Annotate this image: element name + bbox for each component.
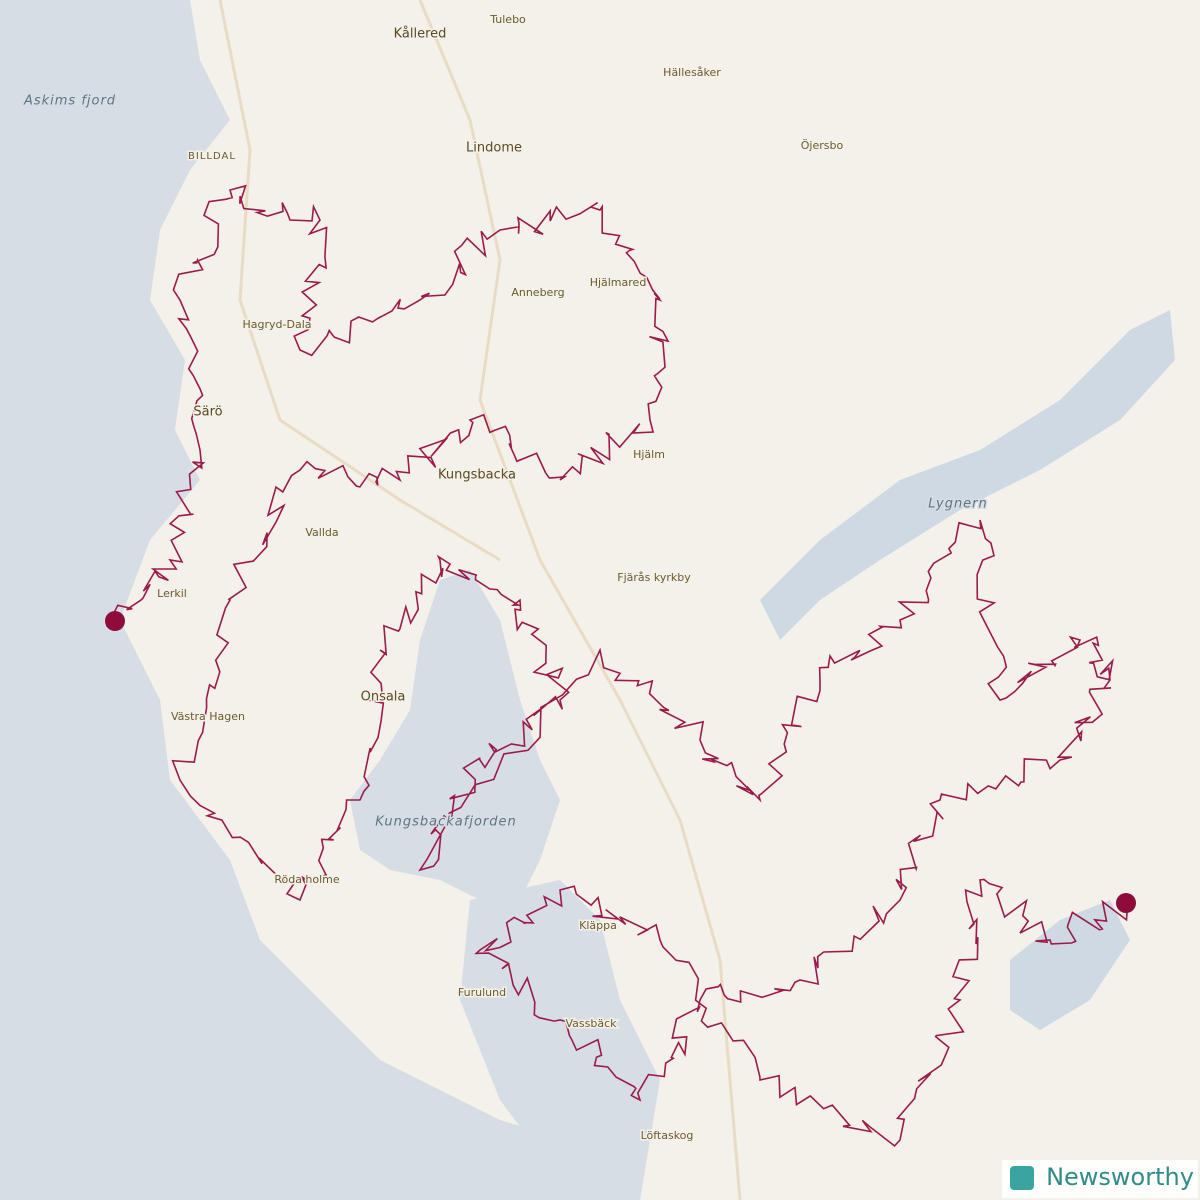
place-label: Västra Hagen [171, 710, 245, 723]
place-label: Öjersbo [801, 139, 844, 152]
place-label: Lindome [466, 141, 522, 156]
water-label: Lygnern [928, 497, 988, 512]
place-label: Anneberg [511, 286, 564, 299]
place-label: Kläppa [579, 919, 617, 932]
place-label: Tulebo [489, 13, 526, 26]
lake-lygnern [760, 310, 1175, 640]
sea [0, 0, 640, 1200]
fjord [350, 570, 560, 900]
place-label: Röda holme [274, 873, 340, 886]
logo-box [1002, 1160, 1198, 1198]
water-label: Kungsbackafjorden [375, 815, 517, 830]
place-label: Fjärås kyrkby [617, 571, 691, 584]
place-label: Löftaskog [641, 1129, 694, 1142]
logo-icon [1010, 1166, 1034, 1190]
place-label: BILLDAL [188, 151, 236, 162]
lake-south [1010, 900, 1130, 1030]
place-label: Hällesåker [663, 66, 721, 79]
place-label: Furulund [458, 986, 506, 999]
place-label: Hjälmared [590, 276, 647, 289]
route-line [106, 184, 1129, 1147]
road [218, 0, 501, 562]
place-label: Vallda [305, 526, 338, 539]
road [418, 0, 742, 1200]
place-label: Onsala [361, 690, 406, 705]
route [106, 184, 1129, 1147]
place-label: Kållered [394, 27, 447, 42]
place-label: Hjälm [633, 448, 665, 461]
place-label: Lerkil [157, 587, 187, 600]
place-label: Hagryd-Dala [243, 318, 312, 331]
place-label: Vassbäck [565, 1017, 617, 1030]
place-label: Kungsbacka [438, 468, 516, 483]
logo: Newsworthy [1046, 1163, 1194, 1191]
place-label: Särö [193, 405, 222, 420]
bay [460, 880, 660, 1200]
route-start [105, 611, 125, 631]
water-label: Askims fjord [23, 94, 116, 109]
route-end [1116, 893, 1136, 913]
